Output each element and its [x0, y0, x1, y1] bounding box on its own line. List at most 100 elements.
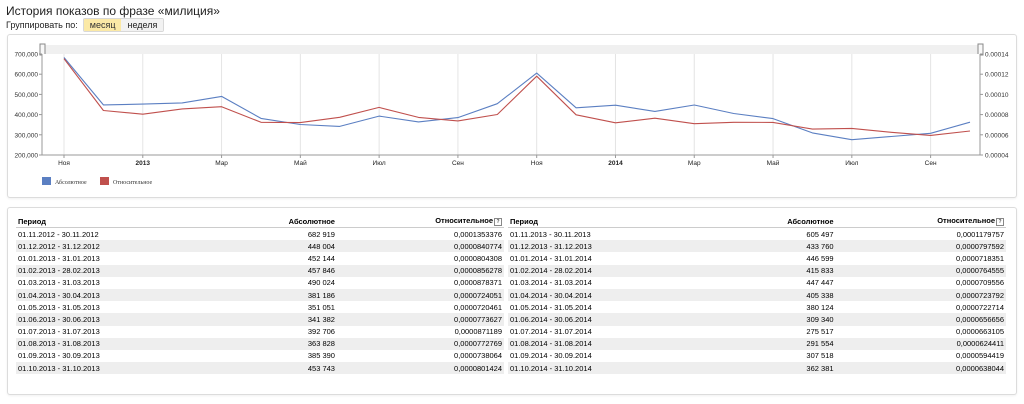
table-row: 01.04.2013 - 30.04.2013 381 186 0,00007240… [16, 288, 504, 302]
help-icon[interactable]: ? [996, 217, 1004, 226]
absolute-cell: 682 919 [307, 229, 335, 239]
relative-cell: 0,0000773627 [336, 313, 504, 326]
relative-cell: 0,0000804308 [454, 253, 502, 263]
y-right-tick-label: 0.00012 [985, 72, 1009, 79]
table-row: 01.04.2014 - 30.04.2014 405 338 0,00007237… [508, 288, 1006, 302]
relative-cell: 0,0000720461 [454, 302, 502, 312]
period-cell: 01.09.2013 - 30.09.2013 [18, 351, 100, 361]
absolute-cell: 453 743 [218, 362, 337, 375]
absolute-cell: 275 517 [806, 327, 834, 337]
legend-label: Относительное [113, 180, 152, 186]
group-by-label: Группировать по: [6, 20, 78, 30]
relative-cell: 0,0001179757 [956, 229, 1004, 239]
x-tick-label: 2014 [608, 160, 623, 167]
stats-table-panel: Период Абсолютное Относительное? 01.11.2… [7, 207, 1017, 395]
y-left-tick-label: 300,000 [15, 132, 39, 139]
relative-cell: 0,0000797592 [835, 240, 1006, 253]
help-icon[interactable]: ? [494, 217, 502, 226]
absolute-cell: 363 828 [218, 337, 337, 350]
absolute-cell: 380 124 [806, 302, 834, 312]
absolute-cell: 385 390 [307, 351, 335, 361]
period-cell: 01.05.2013 - 31.05.2013 [18, 302, 100, 312]
absolute-cell: 452 144 [307, 253, 335, 263]
period-cell: 01.02.2014 - 28.02.2014 [508, 264, 715, 277]
relative-cell: 0,0000723792 [835, 288, 1006, 302]
table-row: 01.08.2014 - 31.08.2014 291 554 0,00006244… [508, 337, 1006, 350]
table-row: 01.01.2013 - 31.01.2013 452 144 0,00008043… [16, 252, 504, 264]
relative-cell: 0,0001353376 [454, 229, 502, 239]
x-tick-label: Мар [688, 160, 701, 167]
x-tick-label: Сен [925, 160, 937, 167]
absolute-cell: 457 846 [218, 264, 337, 277]
period-cell: 01.04.2014 - 30.04.2014 [508, 288, 715, 302]
table-row: 01.08.2013 - 31.08.2013 363 828 0,00007727… [16, 337, 504, 350]
legend-swatch[interactable] [100, 177, 109, 185]
absolute-cell: 307 518 [806, 351, 834, 361]
absolute-cell: 351 051 [307, 302, 335, 312]
period-cell: 01.08.2013 - 31.08.2013 [16, 337, 219, 350]
relative-cell: 0,0000878371 [454, 278, 502, 288]
col-relative-header: Относительное? [336, 215, 504, 228]
x-tick-label: Мар [215, 160, 228, 167]
x-tick-label: Ноя [58, 160, 70, 167]
table-row: 01.11.2013 - 30.11.2013 605 497 0,00011797… [508, 228, 1006, 241]
table-row: 01.09.2013 - 30.09.2013 385 390 0,00007380… [16, 350, 504, 362]
period-cell: 01.07.2013 - 31.07.2013 [18, 327, 100, 337]
group-month-button[interactable]: месяц [83, 19, 122, 31]
relative-cell: 0,0000709556 [956, 278, 1004, 288]
relative-cell: 0,0000594419 [956, 351, 1004, 361]
relative-cell: 0,0000638044 [835, 362, 1006, 375]
table-row: 01.05.2014 - 31.05.2014 380 124 0,00007227… [508, 301, 1006, 313]
group-by-control: Группировать по: месяц неделя [6, 18, 165, 32]
period-cell: 01.11.2012 - 30.11.2012 [18, 229, 99, 239]
period-cell: 01.10.2013 - 31.10.2013 [16, 362, 219, 375]
y-right-tick-label: 0.00004 [985, 153, 1009, 160]
table-row: 01.07.2014 - 31.07.2014 275 517 0,00006631… [508, 326, 1006, 338]
absolute-cell: 490 024 [307, 278, 335, 288]
period-cell: 01.06.2013 - 30.06.2013 [16, 313, 219, 326]
table-row: 01.10.2013 - 31.10.2013 453 743 0,00008014… [16, 362, 504, 375]
relative-cell: 0,0000856278 [336, 264, 504, 277]
period-cell: 01.03.2013 - 31.03.2013 [18, 278, 100, 288]
table-row: 01.11.2012 - 30.11.2012 682 919 0,00013533… [16, 228, 504, 241]
x-tick-label: Ноя [531, 160, 543, 167]
period-cell: 01.07.2014 - 31.07.2014 [510, 327, 592, 337]
table-row: 01.07.2013 - 31.07.2013 392 706 0,00008711… [16, 326, 504, 338]
absolute-cell: 446 599 [806, 253, 834, 263]
group-week-button[interactable]: неделя [121, 19, 164, 31]
y-right-tick-label: 0.00014 [985, 52, 1009, 59]
range-handle-right[interactable] [977, 43, 984, 56]
legend-swatch[interactable] [42, 177, 51, 185]
absolute-cell: 405 338 [714, 288, 836, 302]
x-tick-label: 2013 [136, 160, 151, 167]
relative-cell: 0,0000624411 [835, 337, 1006, 350]
y-left-tick-label: 600,000 [15, 72, 39, 79]
period-cell: 01.01.2014 - 31.01.2014 [510, 253, 592, 263]
stats-table-right: Период Абсолютное Относительное? 01.11.2… [508, 215, 1006, 375]
relative-cell: 0,0000663105 [956, 327, 1004, 337]
y-left-tick-label: 400,000 [15, 112, 39, 119]
range-handle-left[interactable] [39, 43, 46, 56]
period-cell: 01.01.2013 - 31.01.2013 [18, 253, 100, 263]
group-by-toggle: месяц неделя [82, 18, 165, 32]
y-left-tick-label: 700,000 [15, 52, 39, 59]
table-row: 01.09.2014 - 30.09.2014 307 518 0,00005944… [508, 350, 1006, 362]
relative-cell: 0,0000764555 [835, 264, 1006, 277]
absolute-cell: 392 706 [307, 327, 335, 337]
table-row: 01.03.2014 - 31.03.2014 447 447 0,00007095… [508, 277, 1006, 289]
absolute-cell: 362 381 [714, 362, 836, 375]
col-period-header: Период [16, 215, 219, 228]
relative-cell: 0,0000738064 [454, 351, 502, 361]
x-tick-label: Июл [845, 160, 858, 167]
absolute-cell: 291 554 [714, 337, 836, 350]
x-tick-label: Сен [452, 160, 464, 167]
col-absolute-header: Абсолютное [714, 215, 836, 228]
absolute-cell: 605 497 [806, 229, 834, 239]
y-right-tick-label: 0.00010 [985, 92, 1009, 99]
table-row: 01.06.2014 - 30.06.2014 309 340 0,00006566… [508, 313, 1006, 326]
col-relative-header: Относительное? [835, 215, 1006, 228]
period-cell: 01.10.2014 - 31.10.2014 [508, 362, 715, 375]
period-cell: 01.02.2013 - 28.02.2013 [16, 264, 219, 277]
col-absolute-header: Абсолютное [218, 215, 337, 228]
plot-area [42, 54, 980, 155]
